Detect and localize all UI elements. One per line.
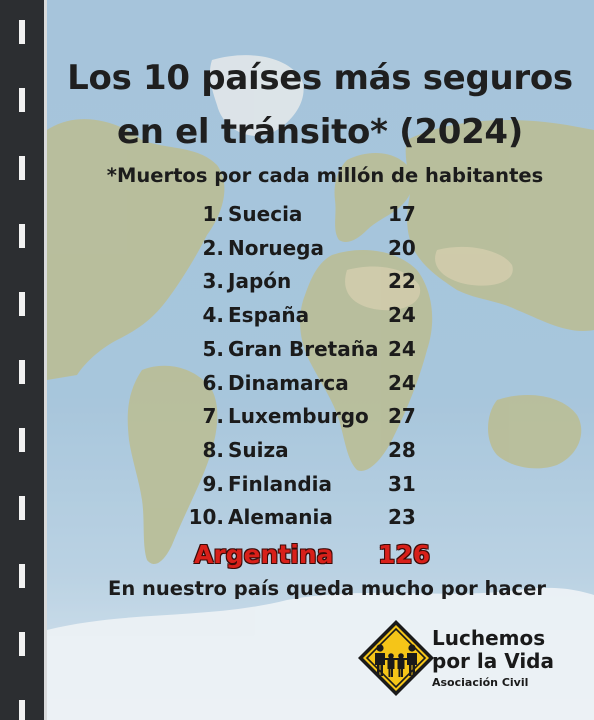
country-name: Japón [228,269,292,294]
rank-number: 2. [202,235,224,260]
death-rate-value: 22 [388,269,416,294]
logo-name-line1: Luchemos [432,626,546,650]
country-name: Finlandia [228,471,333,496]
ranking-row: 8. Suiza 28 [0,433,594,467]
rank-number: 9. [202,471,224,496]
death-rate-value: 23 [388,505,416,530]
logo-name-line2: por la Vida [432,649,554,673]
rank-number: 4. [202,303,224,328]
ranking-row: 6. Dinamarca 24 [0,366,594,400]
footer-message: En nuestro país queda mucho por hacer [108,577,546,600]
ranking-row: 3. Japón 22 [0,264,594,298]
country-name: Gran Bretaña [228,336,379,361]
ranking-row: 10. Alemania 23 [0,500,594,534]
death-rate-value: 17 [388,202,416,226]
country-name: Alemania [228,505,333,530]
country-name: España [228,303,310,328]
rank-number: 6. [202,370,224,395]
country-name: Noruega [228,235,324,260]
map-light-overlay [47,0,594,720]
highlight-country-name: Argentina [194,540,334,569]
highlight-value: 126 [378,540,431,569]
ranking-row: 1. Suecia 17 [0,197,594,231]
organization-logo: Luchemos por la Vida Asociación Civil [356,618,586,698]
ranking-row: 7. Luxemburgo 27 [0,399,594,433]
road-border [0,0,47,720]
rank-number: 5. [202,336,224,361]
road-lane-markings [19,0,25,720]
death-rate-value: 24 [388,370,416,395]
page-title-line2: en el tránsito* (2024) [116,112,524,152]
argentina-highlight-row: Argentina 126 [0,537,594,573]
country-name: Luxemburgo [228,404,369,429]
subtitle: *Muertos por cada millón de habitantes [106,164,544,187]
death-rate-value: 31 [388,471,416,496]
logo-subtitle: Asociación Civil [432,676,529,689]
family-warning-sign-icon [358,620,434,696]
ranking-row: 4. España 24 [0,298,594,332]
death-rate-value: 27 [388,404,416,429]
country-name: Suecia [228,202,303,226]
death-rate-value: 24 [388,303,416,328]
rank-number: 1. [202,202,224,226]
ranking-row: 5. Gran Bretaña 24 [0,332,594,366]
country-name: Suiza [228,437,289,462]
rank-number: 7. [202,404,224,429]
world-map-background [47,0,594,720]
rank-number: 8. [202,437,224,462]
rank-number: 3. [202,269,224,294]
death-rate-value: 20 [388,235,416,260]
rank-number: 10. [188,505,224,530]
country-name: Dinamarca [228,370,349,395]
death-rate-value: 24 [388,336,416,361]
death-rate-value: 28 [388,437,416,462]
ranking-row: 2. Noruega 20 [0,231,594,265]
ranking-row: 9. Finlandia 31 [0,467,594,501]
page-title-line1: Los 10 países más seguros [67,58,573,98]
